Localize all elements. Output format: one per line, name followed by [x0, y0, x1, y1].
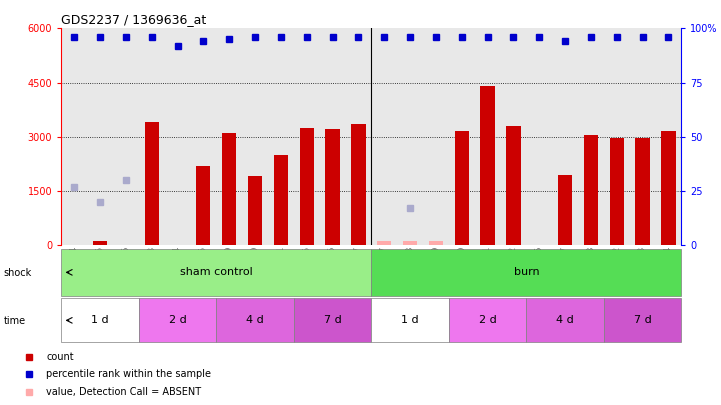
Bar [500, 28, 526, 245]
Text: GDS2237 / 1369636_at: GDS2237 / 1369636_at [61, 13, 206, 26]
Bar [371, 28, 397, 245]
Bar [268, 28, 293, 245]
Bar [610, 139, 624, 245]
Bar [293, 298, 371, 342]
Text: 4 d: 4 d [556, 315, 574, 325]
Bar [138, 28, 164, 245]
Bar [584, 135, 598, 245]
Bar [480, 86, 495, 245]
Bar [371, 298, 448, 342]
Bar [403, 241, 417, 245]
Bar [325, 130, 340, 245]
Bar [61, 249, 371, 296]
Bar [216, 28, 242, 245]
Bar [61, 298, 138, 342]
Bar [377, 241, 392, 245]
Bar [526, 28, 552, 245]
Bar [248, 177, 262, 245]
Text: 2 d: 2 d [479, 315, 497, 325]
Bar [87, 28, 113, 245]
Text: value, Detection Call = ABSENT: value, Detection Call = ABSENT [46, 387, 202, 397]
Bar [222, 133, 236, 245]
Bar [113, 28, 138, 245]
Bar [552, 28, 578, 245]
Bar [558, 175, 572, 245]
Text: sham control: sham control [180, 267, 252, 277]
Bar [526, 298, 603, 342]
Text: 1 d: 1 d [402, 315, 419, 325]
Text: time: time [4, 316, 26, 326]
Bar [448, 28, 474, 245]
Bar [164, 28, 190, 245]
Bar [455, 131, 469, 245]
Bar [300, 128, 314, 245]
Bar [274, 155, 288, 245]
Bar [506, 126, 521, 245]
Text: 4 d: 4 d [246, 315, 264, 325]
Bar [190, 28, 216, 245]
Bar [635, 139, 650, 245]
Bar [655, 28, 681, 245]
Bar [319, 28, 345, 245]
Bar [216, 298, 293, 342]
Text: 1 d: 1 d [92, 315, 109, 325]
Bar [603, 28, 629, 245]
Bar [578, 28, 603, 245]
Bar [61, 28, 87, 245]
Bar [371, 249, 681, 296]
Text: percentile rank within the sample: percentile rank within the sample [46, 369, 211, 379]
Bar [629, 28, 655, 245]
Bar [397, 28, 423, 245]
Bar [423, 28, 448, 245]
Bar [351, 124, 366, 245]
Bar [661, 131, 676, 245]
Text: 7 d: 7 d [324, 315, 342, 325]
Bar [448, 298, 526, 342]
Bar [293, 28, 319, 245]
Bar [429, 241, 443, 245]
Bar [138, 298, 216, 342]
Text: count: count [46, 352, 74, 362]
Bar [345, 28, 371, 245]
Text: 7 d: 7 d [634, 315, 652, 325]
Bar [196, 166, 211, 245]
Text: 2 d: 2 d [169, 315, 187, 325]
Text: shock: shock [4, 269, 32, 278]
Bar [242, 28, 268, 245]
Text: burn: burn [513, 267, 539, 277]
Bar [145, 122, 159, 245]
Bar [93, 241, 107, 245]
Bar [603, 298, 681, 342]
Bar [474, 28, 500, 245]
